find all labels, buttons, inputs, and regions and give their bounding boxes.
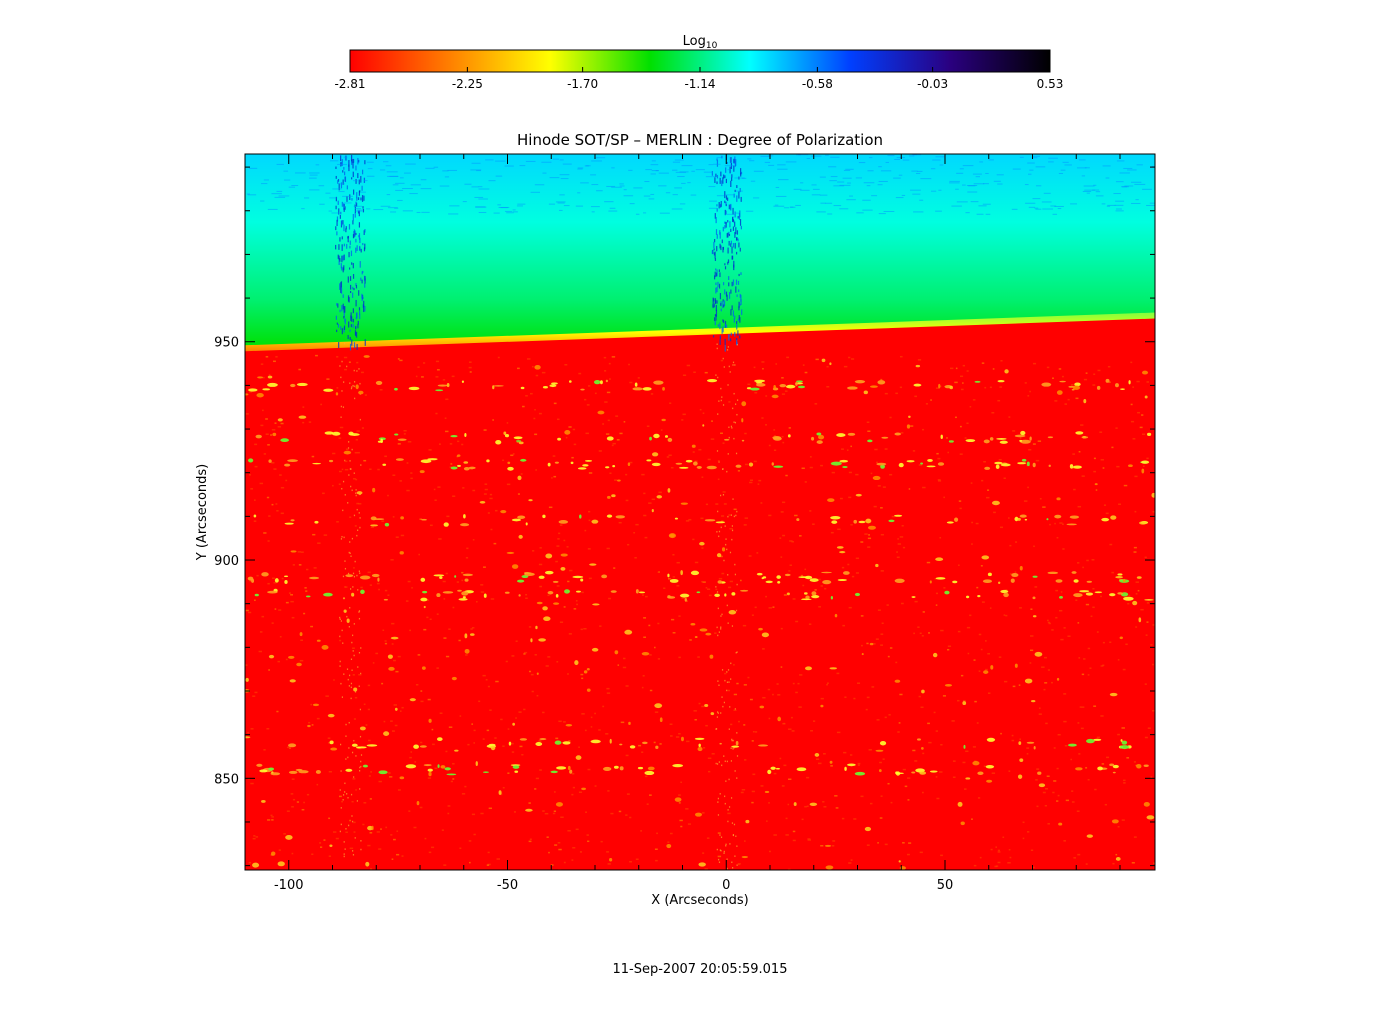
colorbar-label: Log10 <box>683 34 718 51</box>
limb-edge <box>245 312 1155 352</box>
plot-title: Hinode SOT/SP – MERLIN : Degree of Polar… <box>517 131 883 149</box>
y-tick-label: 850 <box>214 772 239 787</box>
colorbar-tick-label: -2.25 <box>452 77 483 91</box>
vertical-streaks <box>246 154 1155 870</box>
y-tick-label: 950 <box>214 336 239 351</box>
plot-frame <box>244 153 1156 871</box>
colorbar-tick-label: -2.81 <box>334 77 365 91</box>
bright-features <box>245 355 1155 870</box>
y-tick-label: 900 <box>214 554 239 569</box>
x-axis-label: X (Arcseconds) <box>651 893 748 908</box>
colorbar-tick-label: -0.03 <box>917 77 948 91</box>
x-tick-label: -50 <box>497 878 518 893</box>
x-tick-label: 50 <box>937 878 954 893</box>
y-axis-label: Y (Arcseconds) <box>195 464 210 561</box>
x-tick-label: -100 <box>274 878 304 893</box>
colorbar-tick-label: -1.14 <box>684 77 715 91</box>
x-tick-label: 0 <box>722 878 730 893</box>
colorbar-ticks: -2.81 -2.25 -1.70 -1.14 -0.58 -0.03 0.53 <box>334 67 1063 91</box>
plot-area <box>245 154 1155 870</box>
colorbar-tick-label: -0.58 <box>802 77 833 91</box>
offlimb-region <box>245 154 1155 349</box>
colorbar: Log10 -2.81 -2.25 -1.70 -1.14 -0.58 -0.03 0.53 <box>334 34 1063 91</box>
x-axis: -100 -50 0 50 <box>244 154 1121 893</box>
colorbar-tick-label: -1.70 <box>567 77 598 91</box>
colorbar-tick-label: 0.53 <box>1037 77 1064 91</box>
disk-texture <box>245 354 1155 870</box>
y-axis: 850 900 950 <box>214 166 1155 867</box>
timestamp: 11-Sep-2007 20:05:59.015 <box>613 962 788 977</box>
